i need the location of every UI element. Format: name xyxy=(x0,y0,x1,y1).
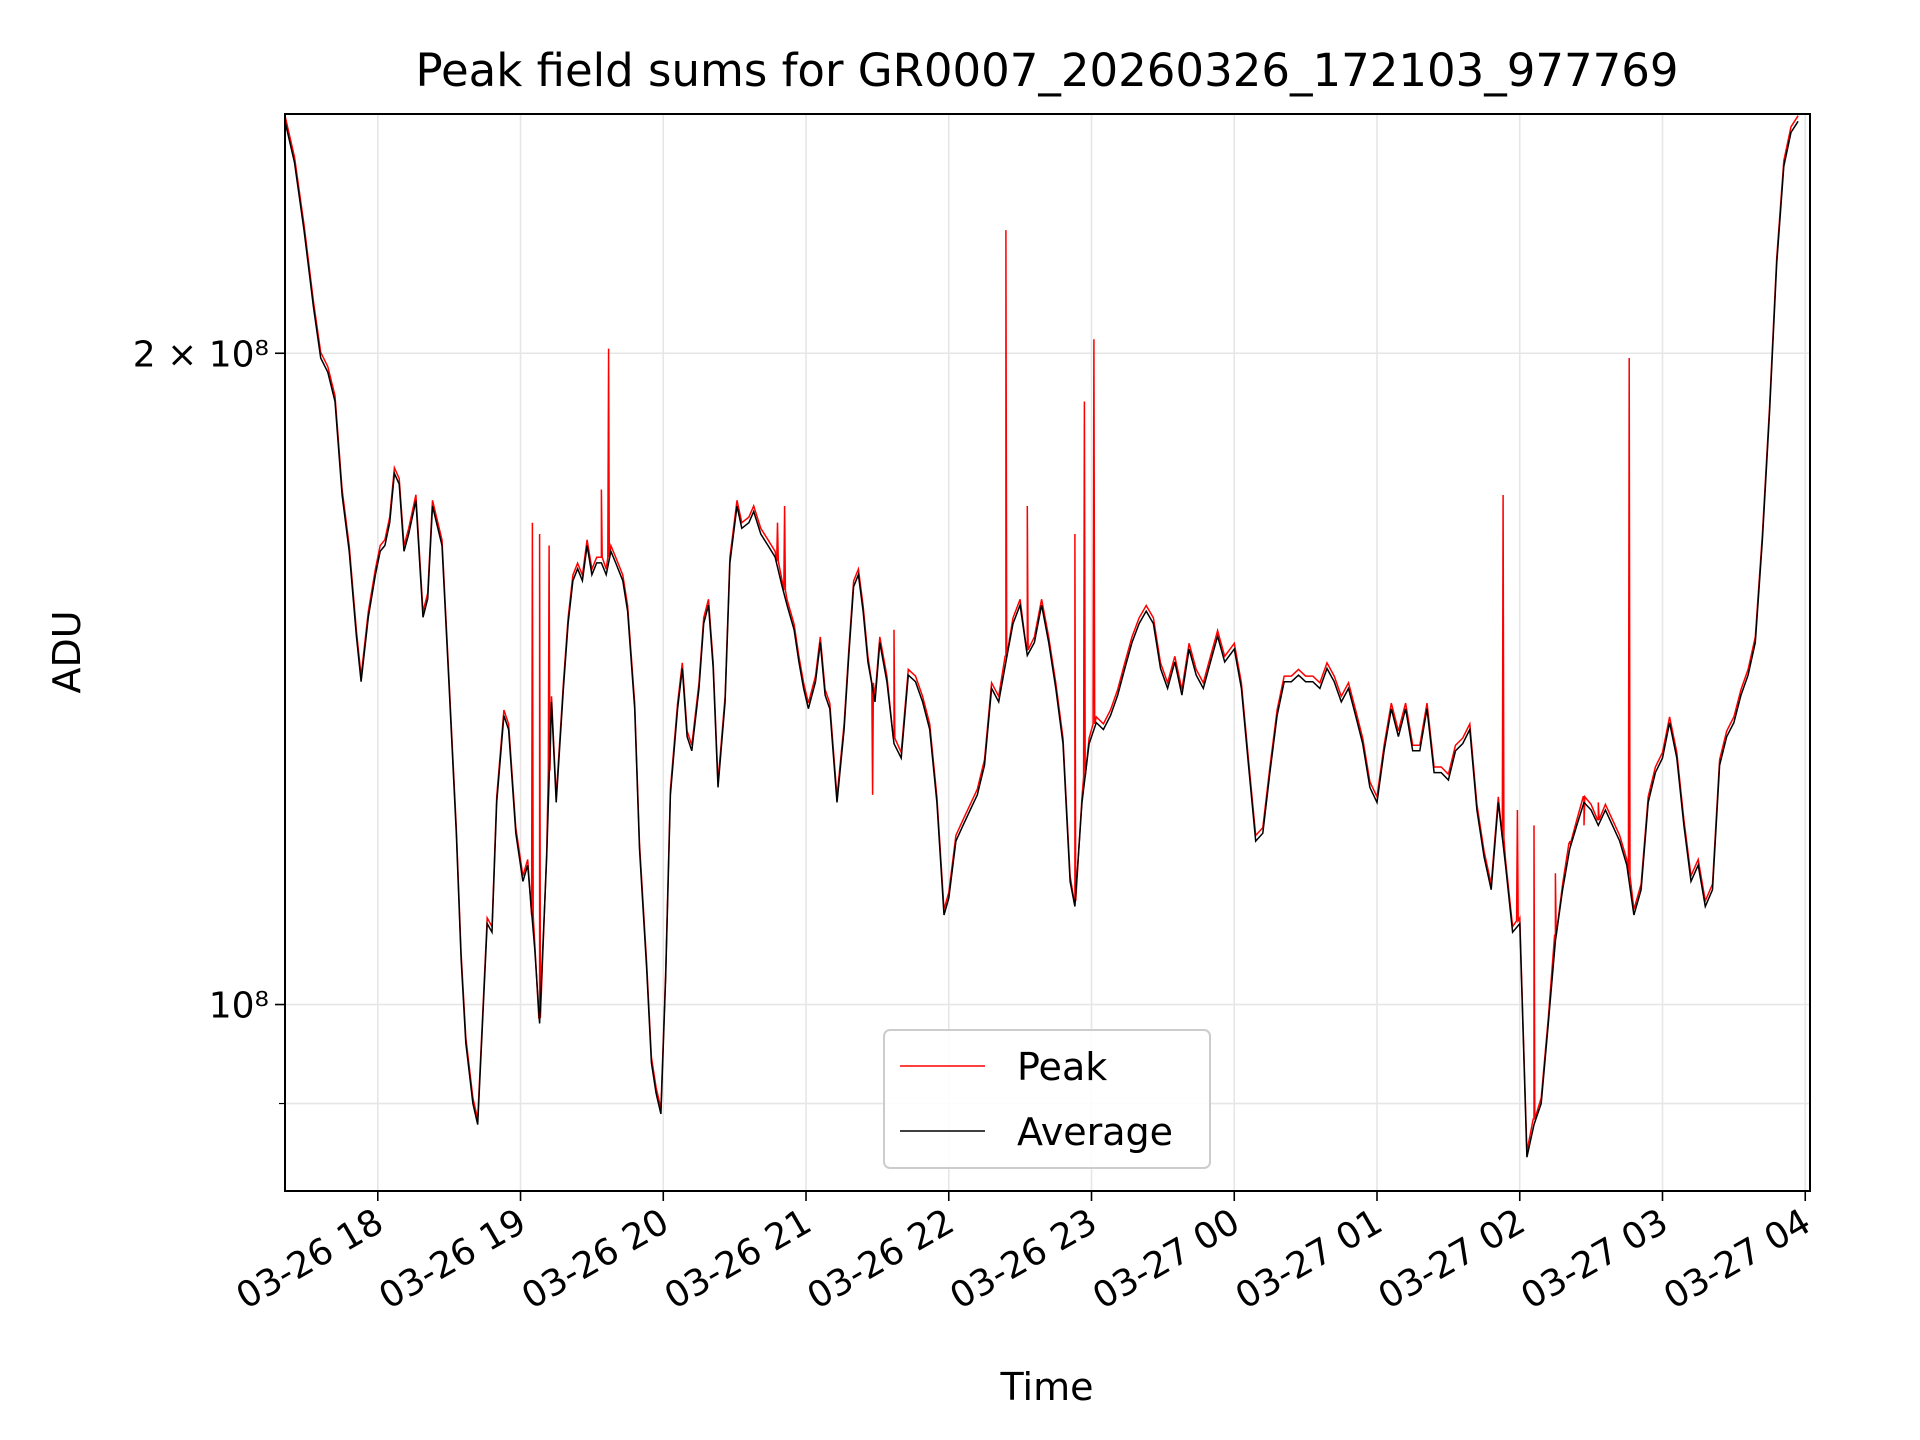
legend-box xyxy=(883,1029,1211,1169)
y-axis-label: ADU xyxy=(45,610,89,693)
x-axis-label: Time xyxy=(1000,1365,1094,1409)
plot-frame xyxy=(284,113,1811,1192)
series-line-average xyxy=(285,120,1799,1158)
y-axis: 2 × 10⁸ 10⁸ xyxy=(133,334,285,1105)
y-tick-label: 10⁸ xyxy=(209,986,269,1027)
chart-title: Peak field sums for GR0007_20260326_1721… xyxy=(415,44,1678,97)
legend-average-label: Average xyxy=(1017,1110,1173,1154)
legend: Peak Average xyxy=(883,1029,1211,1169)
plot-lines xyxy=(285,115,1799,1158)
legend-peak-label: Peak xyxy=(1017,1045,1107,1089)
y-tick-label: 2 × 10⁸ xyxy=(133,334,269,375)
